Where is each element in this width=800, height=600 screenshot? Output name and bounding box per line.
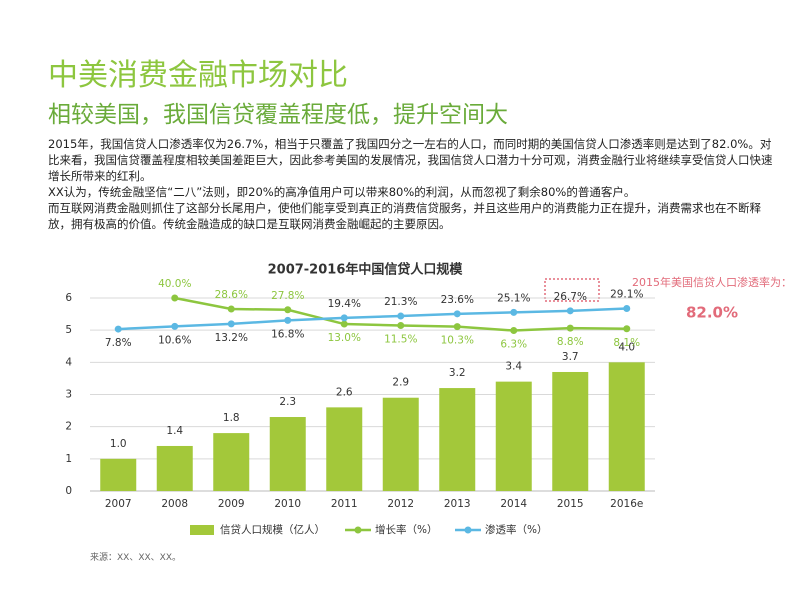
point-label: 25.1% [497,292,530,304]
bar [495,381,532,491]
point [397,312,405,320]
point-label: 10.6% [158,334,191,346]
legend-swatch [190,525,214,535]
point [114,325,122,333]
point [566,324,574,332]
bar-label: 3.4 [505,361,522,373]
legend-label: 渗透率（%） [485,523,547,536]
slide-subtitle: 相较美国，我国信贷覆盖程度低，提升空间大 [48,102,508,128]
paragraph: 2015年，我国信贷人口渗透率仅为26.7%，相当于只覆盖了我国四分之一左右的人… [48,137,773,183]
point [227,305,235,313]
y-tick-label: 1 [65,453,72,465]
point-label: 16.8% [271,328,304,340]
bar-label: 1.4 [166,425,183,437]
point-label: 13.2% [215,332,248,344]
point-label: 8.1% [613,337,640,349]
point-label: 29.1% [610,289,643,301]
point [284,316,292,324]
bar-label: 3.7 [562,351,579,363]
point-label: 21.3% [384,296,417,308]
bar [552,371,589,491]
annotation-value: 82.0% [686,304,738,322]
point-label: 26.7% [554,291,587,303]
annotation: 2015年美国信贷人口渗透率为： [632,275,792,289]
point-label: 40.0% [158,278,191,290]
bar-label: 2.6 [336,386,353,398]
x-tick-label: 2010 [274,498,301,510]
point-label: 10.3% [441,335,474,347]
point [284,306,292,314]
legend-swatch [354,526,362,534]
point [566,307,574,315]
bar [156,445,193,491]
point [453,310,461,318]
bar [608,362,645,491]
y-tick-label: 5 [65,324,72,336]
point [340,320,348,328]
paragraph: 而互联网消费金融则抓住了这部分长尾用户，使他们能享受到真正的消费信贷服务，并且这… [48,201,761,231]
bar [213,433,250,491]
y-tick-label: 0 [65,485,72,497]
y-tick-label: 3 [65,389,72,401]
line [118,307,627,331]
point-label: 11.5% [384,334,417,346]
legend-swatch [464,526,472,534]
bar [100,458,137,491]
x-tick-label: 2014 [500,498,527,510]
source: 来源：XX、XX、XX。 [90,553,181,563]
point-label: 8.8% [557,336,584,348]
y-tick-label: 4 [65,356,72,368]
point-label: 13.0% [328,332,361,344]
bar [326,407,363,491]
bar-label: 2.9 [392,377,409,389]
point [227,320,235,328]
point [510,327,518,335]
bar-label: 4.0 [618,341,635,353]
bar [382,397,419,491]
bar-label: 2.3 [279,396,296,408]
point [623,305,631,313]
y-tick-label: 6 [65,292,72,304]
legend-label: 信贷人口规模（亿人） [220,523,325,536]
bar-label: 1.8 [223,412,240,424]
x-tick-label: 2009 [218,498,245,510]
slide-title: 中美消费金融市场对比 [48,58,348,93]
point-label: 28.6% [215,289,248,301]
y-tick-label: 2 [65,421,72,433]
point [510,308,518,316]
x-tick-label: 2007 [105,498,132,510]
paragraph: XX认为，传统金融坚信“二八”法则，即20%的高净值用户可以带来80%的利润，从… [48,185,636,199]
point [623,325,631,333]
x-tick-label: 2008 [161,498,188,510]
x-tick-label: 2016e [610,498,643,510]
x-tick-label: 2013 [444,498,471,510]
point-label: 27.8% [271,290,304,302]
point-label: 7.8% [105,337,132,349]
legend-label: 增长率（%） [375,523,437,536]
point-label: 19.4% [328,298,361,310]
x-tick-label: 2011 [331,498,358,510]
bar [439,388,476,491]
point-label: 23.6% [441,294,474,306]
chart-title: 2007-2016年中国信贷人口规模 [268,262,464,278]
body-text: 2015年，我国信贷人口渗透率仅为26.7%，相当于只覆盖了我国四分之一左右的人… [48,136,778,232]
x-tick-label: 2015 [557,498,584,510]
point [171,322,179,330]
point [453,323,461,331]
point [340,314,348,322]
bar-label: 3.2 [449,367,466,379]
point [171,294,179,302]
bar-label: 1.0 [110,438,127,450]
highlight-box [544,278,600,302]
point [397,322,405,330]
bar [269,417,306,491]
point-label: 6.3% [500,339,527,351]
x-tick-label: 2012 [387,498,414,510]
